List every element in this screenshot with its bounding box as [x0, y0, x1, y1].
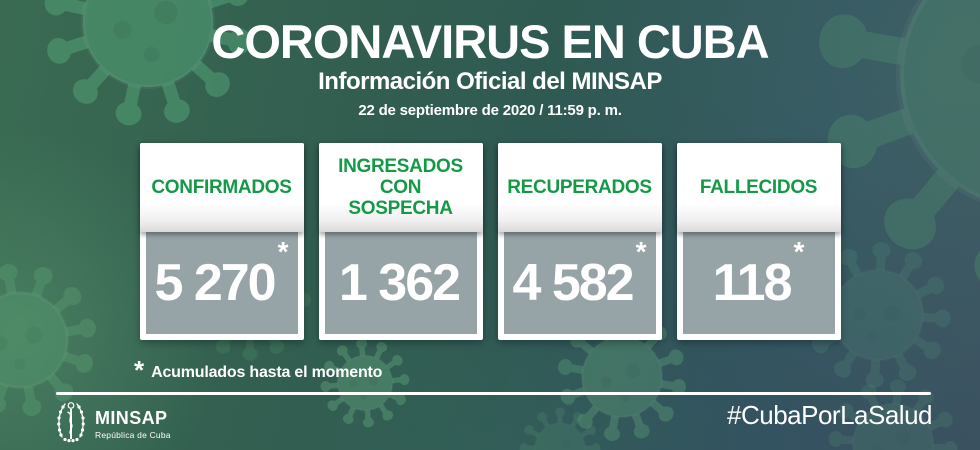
coronavirus-particle-icon [304, 322, 426, 444]
header: CORONAVIRUS EN CUBA Información Oficial … [0, 0, 980, 119]
stat-card-value-panel: 118 * [682, 232, 835, 334]
stat-card-label: INGRESADOS CON SOSPECHA [318, 143, 483, 232]
stat-card-value: 118 [712, 254, 793, 312]
org-name: MINSAP [95, 408, 168, 428]
stat-card-ingresados: INGRESADOS CON SOSPECHA 1 362 [318, 143, 483, 340]
minsap-emblem-icon [54, 401, 88, 448]
footnote: * Acumulados hasta el momento [134, 357, 382, 383]
stats-card-row: CONFIRMADOS 5 270 * INGRESADOS CON SOSPE… [0, 143, 980, 340]
stat-card-value-panel: 1 362 [324, 232, 477, 334]
minsap-logo-text: MINSAP República de Cuba [95, 409, 171, 440]
stat-card-value-panel: 4 582 * [503, 232, 656, 334]
stat-card-value-panel: 5 270 * [145, 232, 298, 334]
stat-card-asterisk: * [277, 236, 289, 267]
org-subtitle: República de Cuba [95, 430, 171, 440]
stat-card-value: 4 582 [512, 254, 634, 312]
page-title: CORONAVIRUS EN CUBA [211, 15, 769, 68]
stat-card-label: RECUPERADOS [497, 143, 662, 232]
stat-card-asterisk: * [793, 236, 805, 267]
page-subtitle: Información Oficial del MINSAP [318, 68, 662, 95]
report-datetime: 22 de septiembre de 2020 / 11:59 p. m. [358, 102, 622, 120]
stat-card-confirmados: CONFIRMADOS 5 270 * [139, 143, 304, 340]
footnote-asterisk: * [134, 355, 145, 385]
minsap-logo: MINSAP República de Cuba [54, 401, 171, 448]
campaign-hashtag: #CubaPorLaSalud [727, 400, 933, 430]
stat-card-label: FALLECIDOS [676, 143, 841, 232]
stat-card-label: CONFIRMADOS [139, 143, 304, 232]
footer-divider [56, 392, 931, 395]
stat-card-asterisk: * [635, 236, 647, 267]
stat-card-value: 1 362 [338, 254, 461, 312]
stat-card-recuperados: RECUPERADOS 4 582 * [497, 143, 662, 340]
stat-card-fallecidos: FALLECIDOS 118 * [676, 143, 841, 340]
footnote-text: Acumulados hasta el momento [151, 364, 383, 381]
stat-card-value: 5 270 [154, 254, 276, 312]
